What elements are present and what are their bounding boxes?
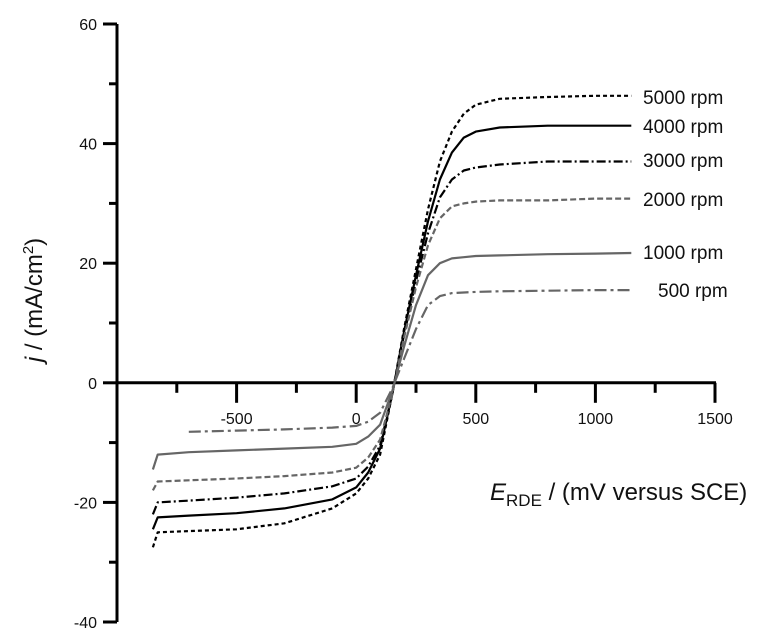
- series-line-500-rpm: [188, 289, 632, 433]
- x-tick-label: 500: [462, 411, 489, 428]
- series-labels: 5000 rpm 4000 rpm 3000 rpm 2000 rpm 1000 rpm…: [643, 88, 728, 302]
- x-tick-label: 0: [352, 411, 361, 428]
- x-tick-label: 1500: [697, 411, 733, 428]
- series-label: 5000 rpm: [643, 88, 723, 109]
- y-axis-title: j / (mA/cm2): [20, 238, 48, 365]
- series-label: 2000 rpm: [643, 190, 723, 211]
- y-tick-label: 40: [79, 137, 97, 154]
- series-line-1000-rpm: [151, 251, 632, 470]
- x-axis-title: ERDE / (mV versus SCE): [490, 479, 747, 510]
- x-tick-label: -500: [221, 411, 253, 428]
- y-tick-label: 60: [79, 17, 97, 34]
- series-label: 3000 rpm: [643, 151, 723, 172]
- curves: [151, 94, 632, 548]
- y-tick-label: -20: [74, 495, 97, 512]
- axes: -40 -20 0 20 40 60 -500 0 500 1000 1500: [74, 17, 733, 631]
- series-label: 4000 rpm: [643, 117, 723, 138]
- series-line-4000-rpm: [151, 124, 632, 530]
- series-line-3000-rpm: [151, 160, 632, 515]
- y-tick-label: 20: [79, 256, 97, 273]
- series-label: 1000 rpm: [643, 243, 723, 264]
- series-label: 500 rpm: [658, 281, 728, 302]
- series-line-2000-rpm: [151, 197, 632, 491]
- y-tick-label: 0: [88, 376, 97, 393]
- x-tick-label: 1000: [578, 411, 614, 428]
- y-tick-label: -40: [74, 615, 97, 631]
